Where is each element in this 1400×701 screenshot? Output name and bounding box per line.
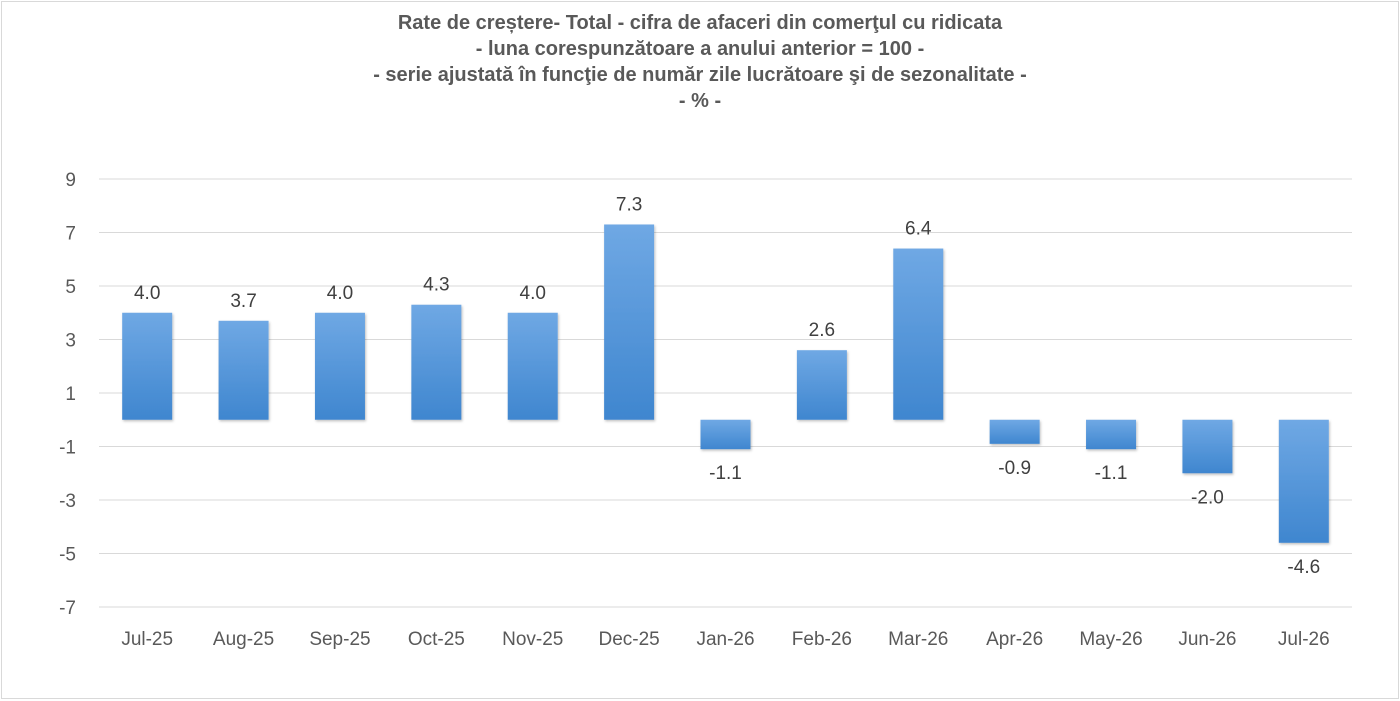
data-label: -0.9 <box>998 458 1031 479</box>
x-tick-label: May-26 <box>1079 629 1142 650</box>
y-tick-label: 3 <box>65 331 76 352</box>
bar-sep-25 <box>314 312 365 420</box>
data-label: 3.7 <box>230 291 256 312</box>
x-tick-label: Apr-26 <box>986 629 1043 650</box>
chart-title-line-1: Rate de creștere- Total - cifra de aface… <box>397 12 1003 34</box>
data-label: 4.0 <box>520 283 546 304</box>
y-tick-label: -1 <box>59 438 76 459</box>
x-tick-label: Jun-26 <box>1178 629 1236 650</box>
x-tick-label: Jul-25 <box>121 629 173 650</box>
bar-mar-26 <box>893 248 944 420</box>
data-label: 4.0 <box>134 283 160 304</box>
chart-title-line-4: - % - <box>678 90 722 112</box>
x-tick-label: Feb-26 <box>792 629 852 650</box>
data-label: -2.0 <box>1191 487 1224 508</box>
bar-jan-26 <box>700 419 751 450</box>
data-label: -1.1 <box>1095 463 1128 484</box>
x-tick-label: Jul-26 <box>1278 629 1330 650</box>
data-label: 4.0 <box>327 283 353 304</box>
bar-nov-25 <box>507 312 558 420</box>
x-tick-label: Aug-25 <box>213 629 274 650</box>
bar-aug-25 <box>218 320 269 420</box>
data-label: 7.3 <box>616 194 642 215</box>
x-tick-label: Sep-25 <box>309 629 370 650</box>
bar-apr-26 <box>989 419 1040 444</box>
x-tick-label: Jan-26 <box>696 629 754 650</box>
data-label: 6.4 <box>905 219 932 240</box>
x-tick-label: Oct-25 <box>408 629 465 650</box>
bar-feb-26 <box>796 350 847 420</box>
y-tick-label: 1 <box>65 384 76 405</box>
chart-title-line-2: - luna corespunzătoare a anului anterior… <box>475 38 925 60</box>
y-tick-label: -5 <box>59 545 76 566</box>
y-tick-label: -3 <box>59 491 76 512</box>
bar-jul-25 <box>122 312 173 420</box>
data-label: -4.6 <box>1287 557 1320 578</box>
bar-may-26 <box>1086 419 1137 450</box>
chart-title-line-3: - serie ajustată în funcţie de număr zil… <box>373 64 1027 86</box>
data-labels: 4.0 3.7 4.0 4.3 4.0 7.3 -1.1 2.6 6.4 -0.9 -1.1 -2.0… <box>134 194 1320 577</box>
data-label: 4.3 <box>423 275 449 296</box>
chart-title: Rate de creștere- Total - cifra de aface… <box>2 10 1398 114</box>
bar-dec-25 <box>604 224 655 420</box>
x-tick-label: Dec-25 <box>598 629 659 650</box>
gridlines <box>99 178 1352 608</box>
data-label: -1.1 <box>709 463 742 484</box>
y-tick-label: 9 <box>65 170 76 191</box>
bars <box>122 224 1329 543</box>
x-axis-ticks: Jul-25 Aug-25 Sep-25 Oct-25 Nov-25 Dec-25 Jan-… <box>121 629 1329 650</box>
data-label: 2.6 <box>809 320 835 341</box>
y-axis-ticks: 9 7 5 3 1 -1 -3 -5 -7 <box>59 170 76 619</box>
x-tick-label: Mar-26 <box>888 629 948 650</box>
x-tick-label: Nov-25 <box>502 629 563 650</box>
y-tick-label: 7 <box>65 224 76 245</box>
bar-jul-26 <box>1278 419 1329 543</box>
bar-jun-26 <box>1182 419 1233 474</box>
y-tick-label: 5 <box>65 277 76 298</box>
y-tick-label: -7 <box>59 598 76 619</box>
bar-oct-25 <box>411 304 462 420</box>
